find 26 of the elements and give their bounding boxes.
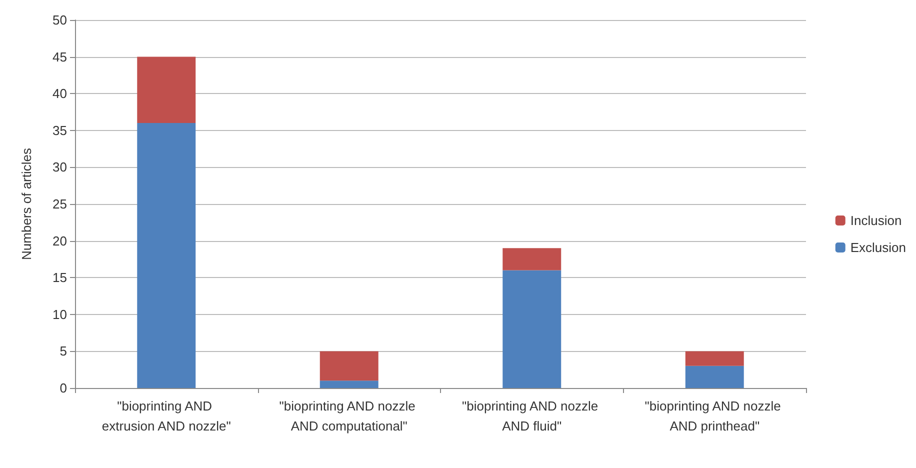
- bar: [685, 351, 744, 366]
- y-tick-label: 45: [52, 49, 67, 64]
- bar: [502, 270, 562, 388]
- y-tick-label: 20: [52, 233, 67, 248]
- y-axis-title: Numbers of articles: [19, 148, 34, 260]
- y-tick-label: 40: [52, 86, 67, 102]
- bar: [320, 351, 378, 381]
- y-tick-label: 10: [52, 306, 67, 322]
- y-tick-label: 5: [60, 344, 67, 359]
- x-tick-label: "bioprinting AND extrusion AND nozzle": [102, 398, 232, 434]
- bar: [137, 56, 196, 124]
- bar: [320, 380, 378, 388]
- x-tick-label: "bioprinting AND nozzle AND printhead": [644, 398, 784, 434]
- y-tick-label: 15: [52, 270, 67, 286]
- y-tick-label: 35: [52, 122, 67, 138]
- bar: [502, 248, 562, 270]
- y-tick-label: 50: [52, 12, 67, 28]
- legend-label: Inclusion: [850, 213, 902, 228]
- y-tick-label: 25: [52, 196, 67, 212]
- x-tick-label: "bioprinting AND nozzle AND computational": [279, 398, 419, 434]
- bar: [685, 366, 744, 388]
- y-tick-label: 30: [52, 160, 67, 175]
- bar: [137, 123, 196, 388]
- legend-label: Exclusion: [850, 240, 906, 255]
- x-tick-label: "bioprinting AND nozzle AND fluid": [462, 398, 602, 434]
- y-tick-label: 0: [60, 380, 67, 396]
